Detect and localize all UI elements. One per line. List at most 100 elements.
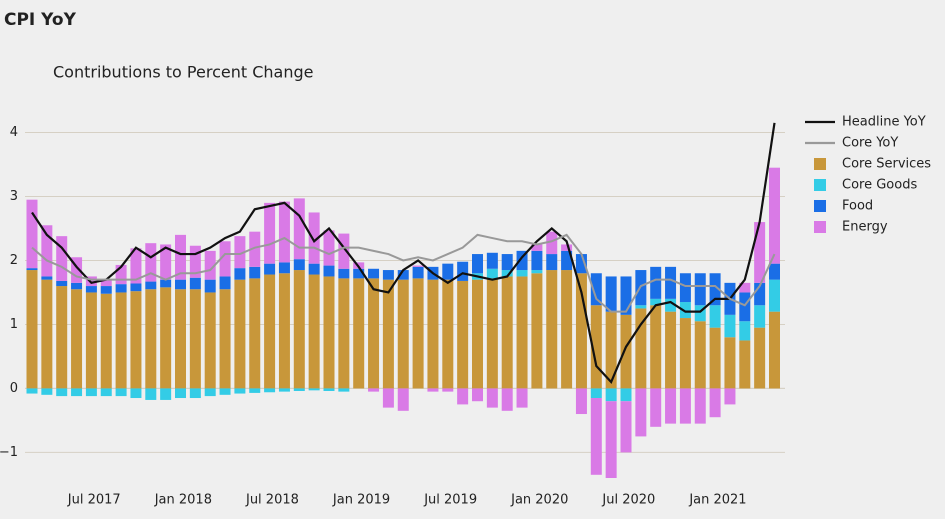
bar [189, 245, 201, 278]
bar [56, 236, 68, 281]
bar [249, 231, 261, 267]
bar [278, 262, 290, 274]
bar [650, 388, 662, 427]
bar [382, 279, 394, 389]
bar [486, 252, 498, 269]
bar [472, 388, 483, 402]
bar [754, 222, 766, 283]
bar [219, 276, 231, 290]
bar [382, 270, 394, 280]
bar [145, 388, 157, 400]
chart-subtitle: Contributions to Percent Change [53, 63, 313, 82]
bar [575, 273, 587, 389]
bar [175, 279, 186, 290]
y-tick-label: 2 [10, 253, 18, 268]
bar [531, 250, 543, 271]
bar [41, 388, 53, 395]
bar [457, 280, 469, 389]
bar [323, 230, 335, 266]
bar [175, 289, 186, 389]
bar [353, 268, 365, 279]
bar [338, 233, 350, 269]
bar [338, 278, 350, 389]
line [31, 233, 776, 313]
bar [115, 292, 127, 389]
bar [679, 388, 691, 424]
bar [41, 225, 53, 277]
bar [189, 388, 201, 399]
bar [501, 254, 513, 271]
bar [41, 279, 53, 389]
bar [234, 279, 246, 389]
bar [531, 270, 543, 274]
bar [650, 305, 662, 389]
bar [293, 388, 305, 391]
bar [561, 250, 573, 271]
line [31, 122, 776, 385]
bar [620, 388, 632, 402]
bar [130, 291, 142, 389]
bar [41, 276, 53, 280]
legend-swatch [814, 200, 826, 212]
bar [85, 388, 97, 397]
bar [724, 337, 736, 389]
bar [650, 298, 662, 306]
x-tick-label: Jan 2019 [332, 493, 390, 508]
x-tick-label: Jul 2017 [67, 493, 121, 508]
legend-label: Core YoY [842, 136, 898, 151]
bar [308, 388, 320, 391]
bar [264, 263, 276, 275]
legend-label: Food [842, 199, 873, 214]
bar [442, 279, 454, 389]
bar [219, 388, 231, 395]
bar [724, 314, 736, 338]
bar [709, 305, 721, 328]
bar [605, 388, 617, 402]
bar [590, 305, 602, 389]
bar [575, 254, 587, 274]
bar [665, 298, 677, 312]
bar [516, 388, 528, 408]
bar [694, 273, 706, 306]
bar [26, 199, 38, 269]
bar [531, 244, 543, 251]
bar [769, 279, 780, 312]
bar [278, 273, 290, 389]
bar [457, 261, 469, 281]
y-tick-label: 0 [10, 381, 18, 396]
bar [769, 311, 780, 389]
bar [486, 388, 498, 408]
bar [293, 198, 305, 260]
bar [694, 321, 706, 389]
bar [85, 286, 97, 293]
legend-label: Energy [842, 220, 888, 235]
bar [115, 284, 127, 293]
bar [724, 388, 736, 405]
bar [234, 236, 246, 269]
bar [219, 289, 231, 389]
bar [278, 201, 290, 263]
bar [486, 268, 498, 279]
bar [204, 279, 216, 293]
bar [56, 388, 68, 397]
legend-label: Headline YoY [842, 115, 926, 130]
bar [665, 311, 677, 389]
bar [709, 273, 721, 306]
bar [635, 308, 647, 389]
bar [160, 279, 172, 288]
bar [397, 270, 409, 280]
bar [605, 311, 617, 389]
bar [249, 278, 261, 389]
bar [739, 340, 751, 389]
bar [561, 270, 573, 389]
bar [204, 388, 216, 397]
bar [338, 268, 350, 279]
bar [234, 268, 246, 280]
bar [769, 263, 780, 280]
bar [397, 279, 409, 389]
bar [679, 318, 691, 389]
x-tick-label: Jan 2018 [154, 493, 212, 508]
x-tick-label: Jul 2019 [423, 493, 477, 508]
bar [145, 243, 157, 282]
bar [26, 388, 38, 394]
